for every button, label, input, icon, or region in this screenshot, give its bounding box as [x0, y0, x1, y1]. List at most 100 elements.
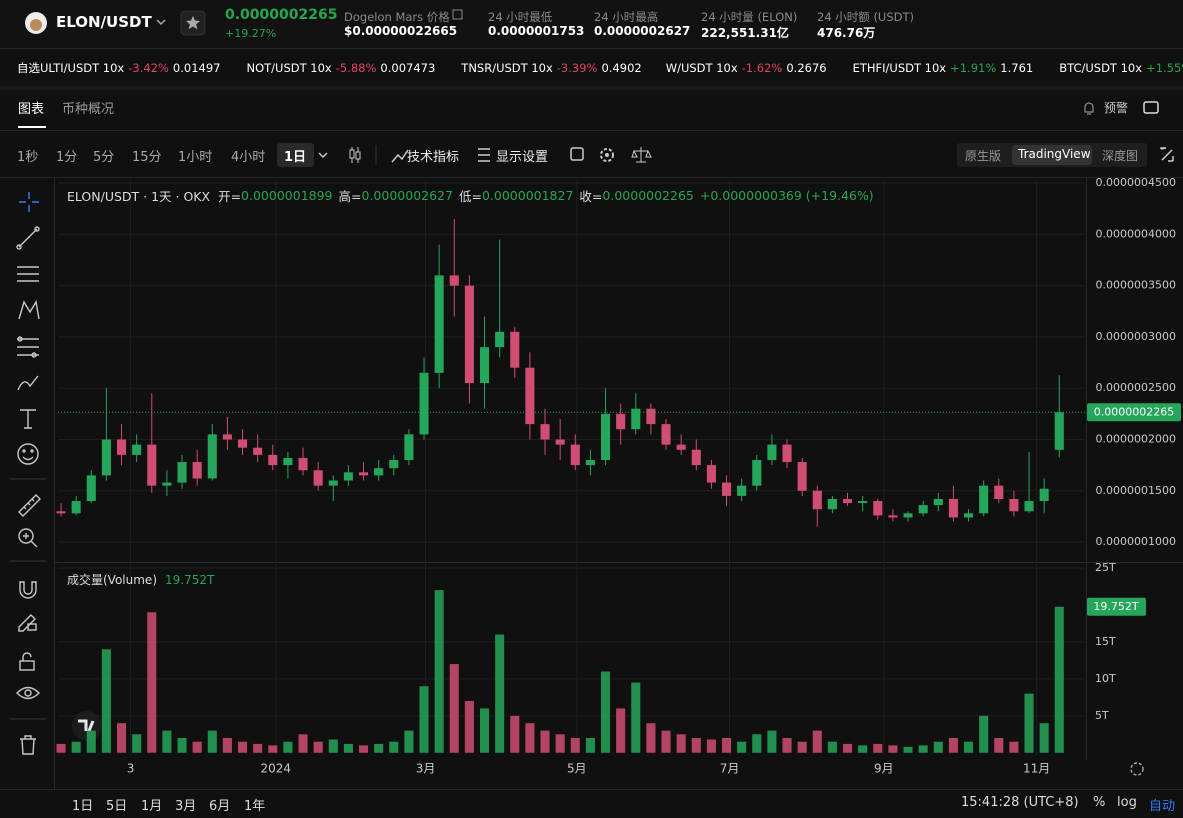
legend-label: 低=: [458, 189, 482, 204]
legend-value: 0.0000002627: [361, 188, 453, 203]
view-option[interactable]: 深度图: [1102, 149, 1139, 163]
view-option[interactable]: 原生版: [965, 149, 1002, 163]
ticker-price: 1.761: [1000, 61, 1034, 75]
y-tick-label: 0.0000001000: [1096, 535, 1176, 548]
range[interactable]: 3月: [175, 799, 197, 814]
interval[interactable]: 5分: [93, 150, 115, 165]
volume-bar: [858, 745, 868, 753]
auto[interactable]: 自动: [1149, 799, 1176, 814]
volume-bar: [147, 612, 157, 753]
candle-body: [994, 485, 1004, 499]
indicators[interactable]: 技术指标: [407, 150, 460, 165]
y-tick-label: 0.0000004000: [1096, 227, 1176, 240]
volume-bar: [207, 730, 217, 753]
candle-body: [979, 485, 989, 514]
volume-bar: [222, 737, 232, 753]
volume-bar: [1039, 723, 1049, 753]
volume-bar: [873, 743, 883, 753]
percent[interactable]: %: [1093, 795, 1106, 810]
interval[interactable]: 1小时: [178, 150, 213, 165]
candle-body: [933, 498, 943, 506]
candle-body: [691, 449, 701, 466]
candle-body: [752, 460, 762, 486]
stat-value: 0.0000002627: [594, 24, 691, 38]
stat-value: 222,551.31亿: [701, 26, 789, 40]
candle-body: [449, 275, 459, 286]
candle-body: [298, 457, 308, 471]
ticker-symbol[interactable]: BTC/USDT 10x: [1059, 61, 1143, 75]
volume-bar: [782, 737, 792, 753]
candle-body: [555, 439, 565, 445]
ticker-symbol[interactable]: NOT/USDT 10x: [246, 61, 332, 75]
candle-body: [313, 470, 323, 486]
interval[interactable]: 4小时: [231, 150, 266, 165]
legend-label: 开=: [218, 189, 242, 204]
volume-bar: [237, 741, 248, 753]
x-tick-label: 9月: [874, 762, 894, 776]
tab[interactable]: 币种概况: [62, 102, 115, 117]
alert[interactable]: 预警: [1104, 101, 1129, 115]
candle-body: [404, 434, 414, 460]
chart-title: ELON/USDT · 1天 · OKX: [67, 189, 211, 204]
volume-bar: [71, 741, 81, 753]
candle-body: [676, 444, 686, 450]
candle-body: [948, 498, 958, 518]
tab[interactable]: 图表: [18, 102, 45, 117]
candle-body: [782, 444, 792, 463]
ticker-change: +1.91%: [950, 61, 997, 75]
interval[interactable]: 1分: [56, 150, 78, 165]
display-settings[interactable]: 显示设置: [496, 150, 549, 165]
volume-bar: [600, 671, 611, 753]
interval[interactable]: 15分: [132, 150, 162, 165]
volume-bar: [253, 743, 263, 753]
volume-legend: 成交量(Volume) 19.752T: [67, 571, 214, 588]
interval[interactable]: 1秒: [17, 150, 39, 165]
candle-body: [177, 462, 187, 483]
ticker-change: +1.55%: [1146, 61, 1183, 75]
candle-body: [434, 275, 444, 373]
last-price-label: 0.0000002265: [1094, 405, 1174, 418]
candle-body: [116, 439, 127, 455]
range[interactable]: 1日: [72, 799, 94, 814]
volume-bar: [827, 741, 837, 753]
volume-bar: [1009, 741, 1019, 753]
ticker-price: 0.4902: [601, 61, 642, 75]
range[interactable]: 1月: [141, 799, 163, 814]
view-option[interactable]: TradingView: [1018, 147, 1091, 161]
volume-bar: [903, 746, 913, 753]
candle-body: [737, 485, 747, 496]
range[interactable]: 6月: [209, 799, 231, 814]
volume-bar: [389, 741, 399, 753]
log[interactable]: log: [1117, 795, 1137, 810]
candle-body: [1009, 498, 1019, 512]
interval-selected[interactable]: 1日: [284, 150, 307, 165]
volume-bar: [933, 741, 943, 753]
range[interactable]: 1年: [244, 799, 266, 814]
stat-value: 476.76万: [817, 26, 876, 40]
ticker-symbol[interactable]: ULTI/USDT 10x: [40, 61, 125, 75]
y-tick-label: 0.0000004500: [1096, 176, 1176, 189]
legend-value: 0.0000002265: [602, 188, 694, 203]
ticker-symbol[interactable]: W/USDT 10x: [665, 61, 738, 75]
pair[interactable]: ELON/USDT: [56, 13, 152, 31]
volume-bar: [419, 686, 429, 753]
volume-bar: [948, 737, 958, 753]
volume-bar: [449, 664, 459, 753]
y-tick-label: 0.0000003000: [1096, 330, 1176, 343]
candle-body: [721, 482, 732, 496]
change: +19.27%: [225, 27, 277, 40]
candle-body: [86, 475, 96, 502]
ticker-price: 0.01497: [172, 61, 221, 75]
candle-body: [419, 372, 429, 435]
volume-bar: [540, 730, 550, 753]
candle-body: [842, 498, 853, 504]
y-tick-label: 0.0000002000: [1096, 432, 1176, 445]
volume-bar: [721, 737, 732, 753]
ticker-symbol[interactable]: TNSR/USDT 10x: [461, 61, 553, 75]
ticker-symbol[interactable]: ETHFI/USDT 10x: [852, 61, 947, 75]
candle-body: [858, 501, 868, 504]
range[interactable]: 5日: [106, 799, 128, 814]
volume-bar: [888, 745, 898, 753]
